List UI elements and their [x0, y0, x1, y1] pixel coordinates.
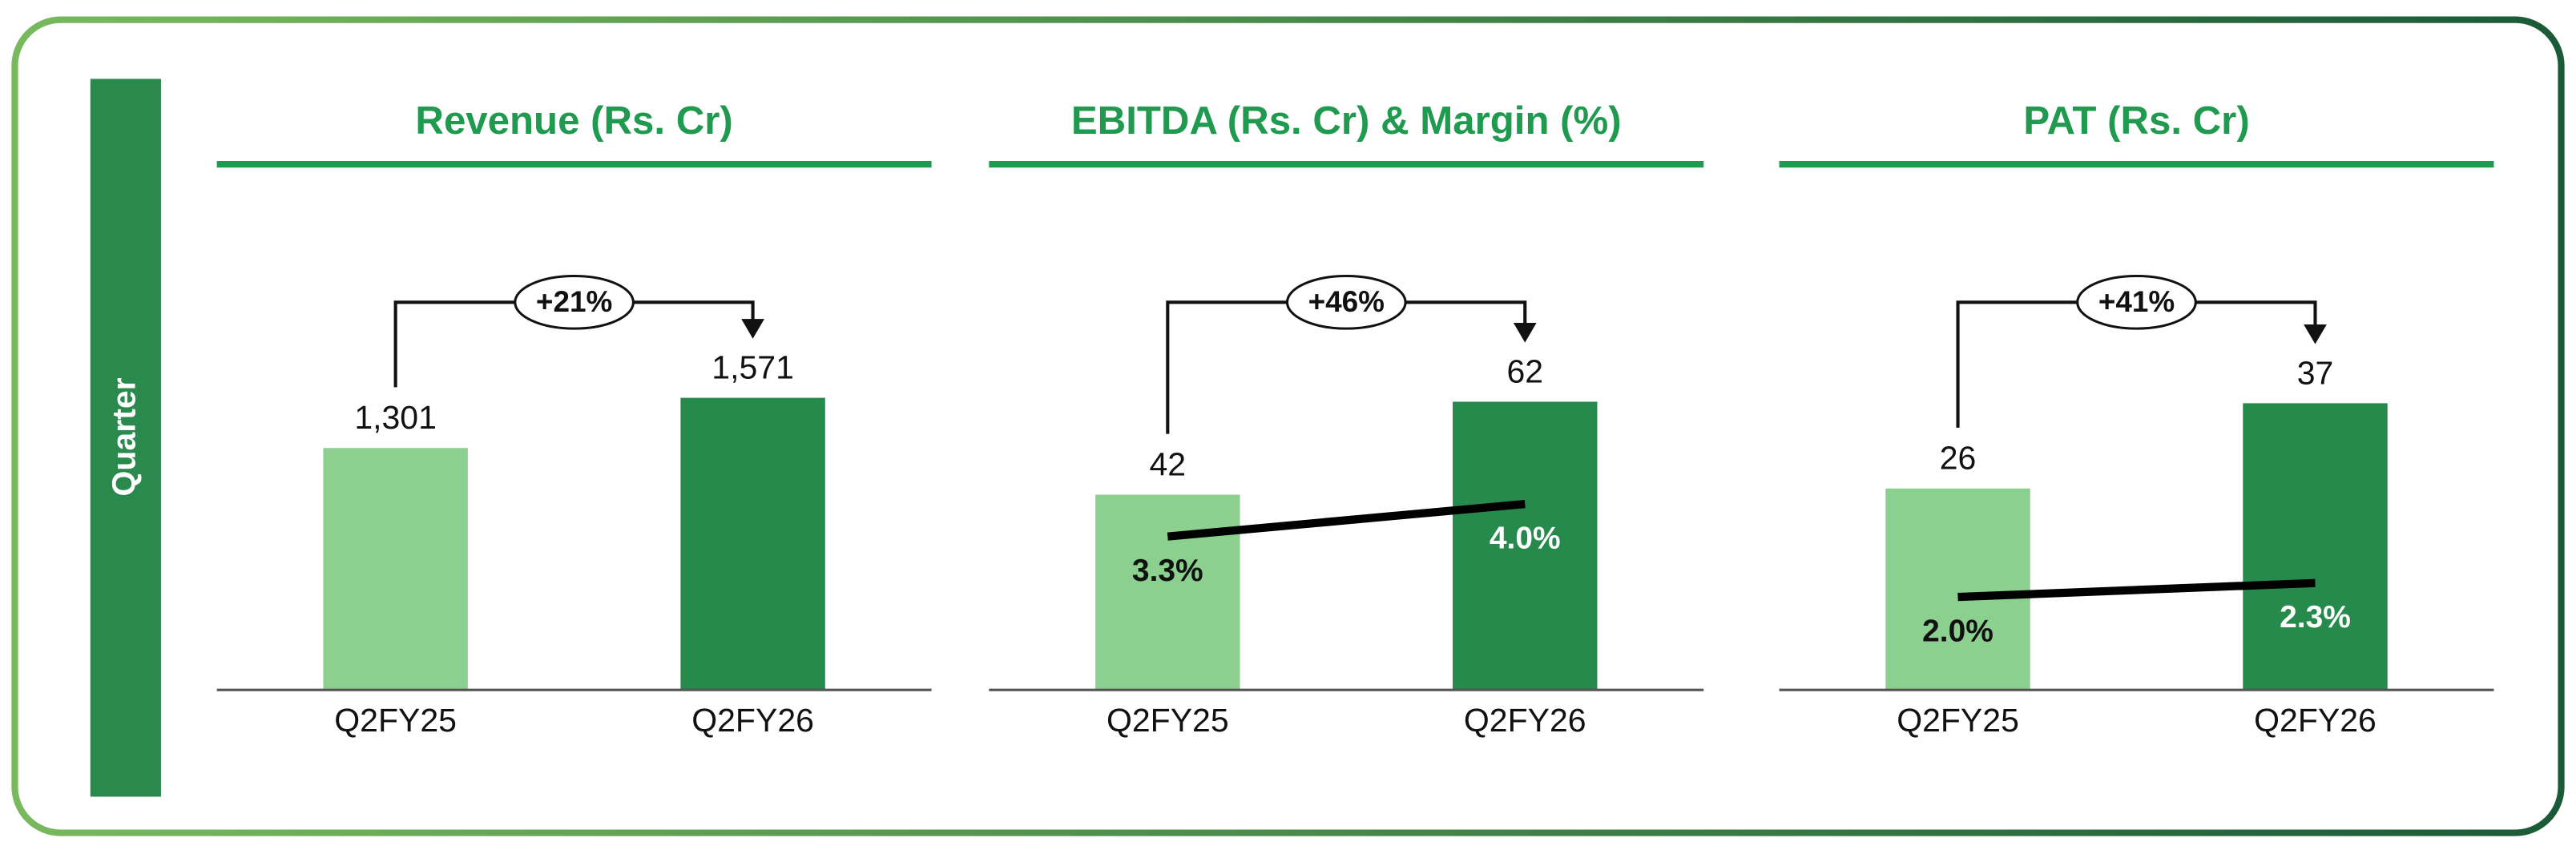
x-tick-label: Q2FY25: [334, 702, 457, 739]
growth-label: +41%: [2098, 285, 2175, 318]
value-label: 1,301: [354, 399, 437, 436]
margin-label: 4.0%: [1490, 521, 1561, 555]
margin-line: [1957, 578, 2316, 602]
bar: [1453, 401, 1598, 691]
growth-label: +21%: [536, 285, 612, 318]
value-label: 37: [2297, 354, 2334, 391]
bar: [323, 448, 468, 691]
value-label: 62: [1506, 352, 1543, 389]
growth-arrowhead: [1513, 323, 1537, 343]
chart-title: Revenue (Rs. Cr): [415, 99, 732, 143]
x-tick-label: Q2FY25: [1897, 702, 2019, 739]
margin-label: 2.0%: [1922, 614, 1993, 649]
bar: [680, 397, 825, 691]
value-label: 26: [1940, 440, 1977, 477]
bar: [1095, 494, 1240, 691]
side-label: Quarter: [106, 377, 143, 496]
growth-label: +46%: [1308, 285, 1385, 318]
margin-label: 3.3%: [1132, 554, 1203, 588]
x-tick-label: Q2FY26: [691, 702, 814, 739]
bar: [2243, 403, 2388, 691]
chart-title: PAT (Rs. Cr): [2023, 99, 2249, 143]
growth-arrowhead: [741, 319, 764, 339]
growth-badge: [514, 274, 635, 330]
growth-badge: [2076, 274, 2197, 330]
x-tick-label: Q2FY26: [1464, 702, 1586, 739]
chart-title: EBITDA (Rs. Cr) & Margin (%): [1071, 99, 1622, 143]
x-tick-label: Q2FY26: [2254, 702, 2376, 739]
growth-badge: [1285, 274, 1407, 330]
side-band: [90, 79, 161, 797]
margin-line: [1167, 499, 1526, 541]
value-label: 42: [1150, 445, 1187, 482]
margin-label: 2.3%: [2280, 600, 2351, 634]
value-label: 1,571: [712, 349, 794, 386]
x-tick-label: Q2FY25: [1107, 702, 1229, 739]
growth-arrowhead: [2304, 324, 2327, 344]
bar: [1885, 488, 2030, 691]
